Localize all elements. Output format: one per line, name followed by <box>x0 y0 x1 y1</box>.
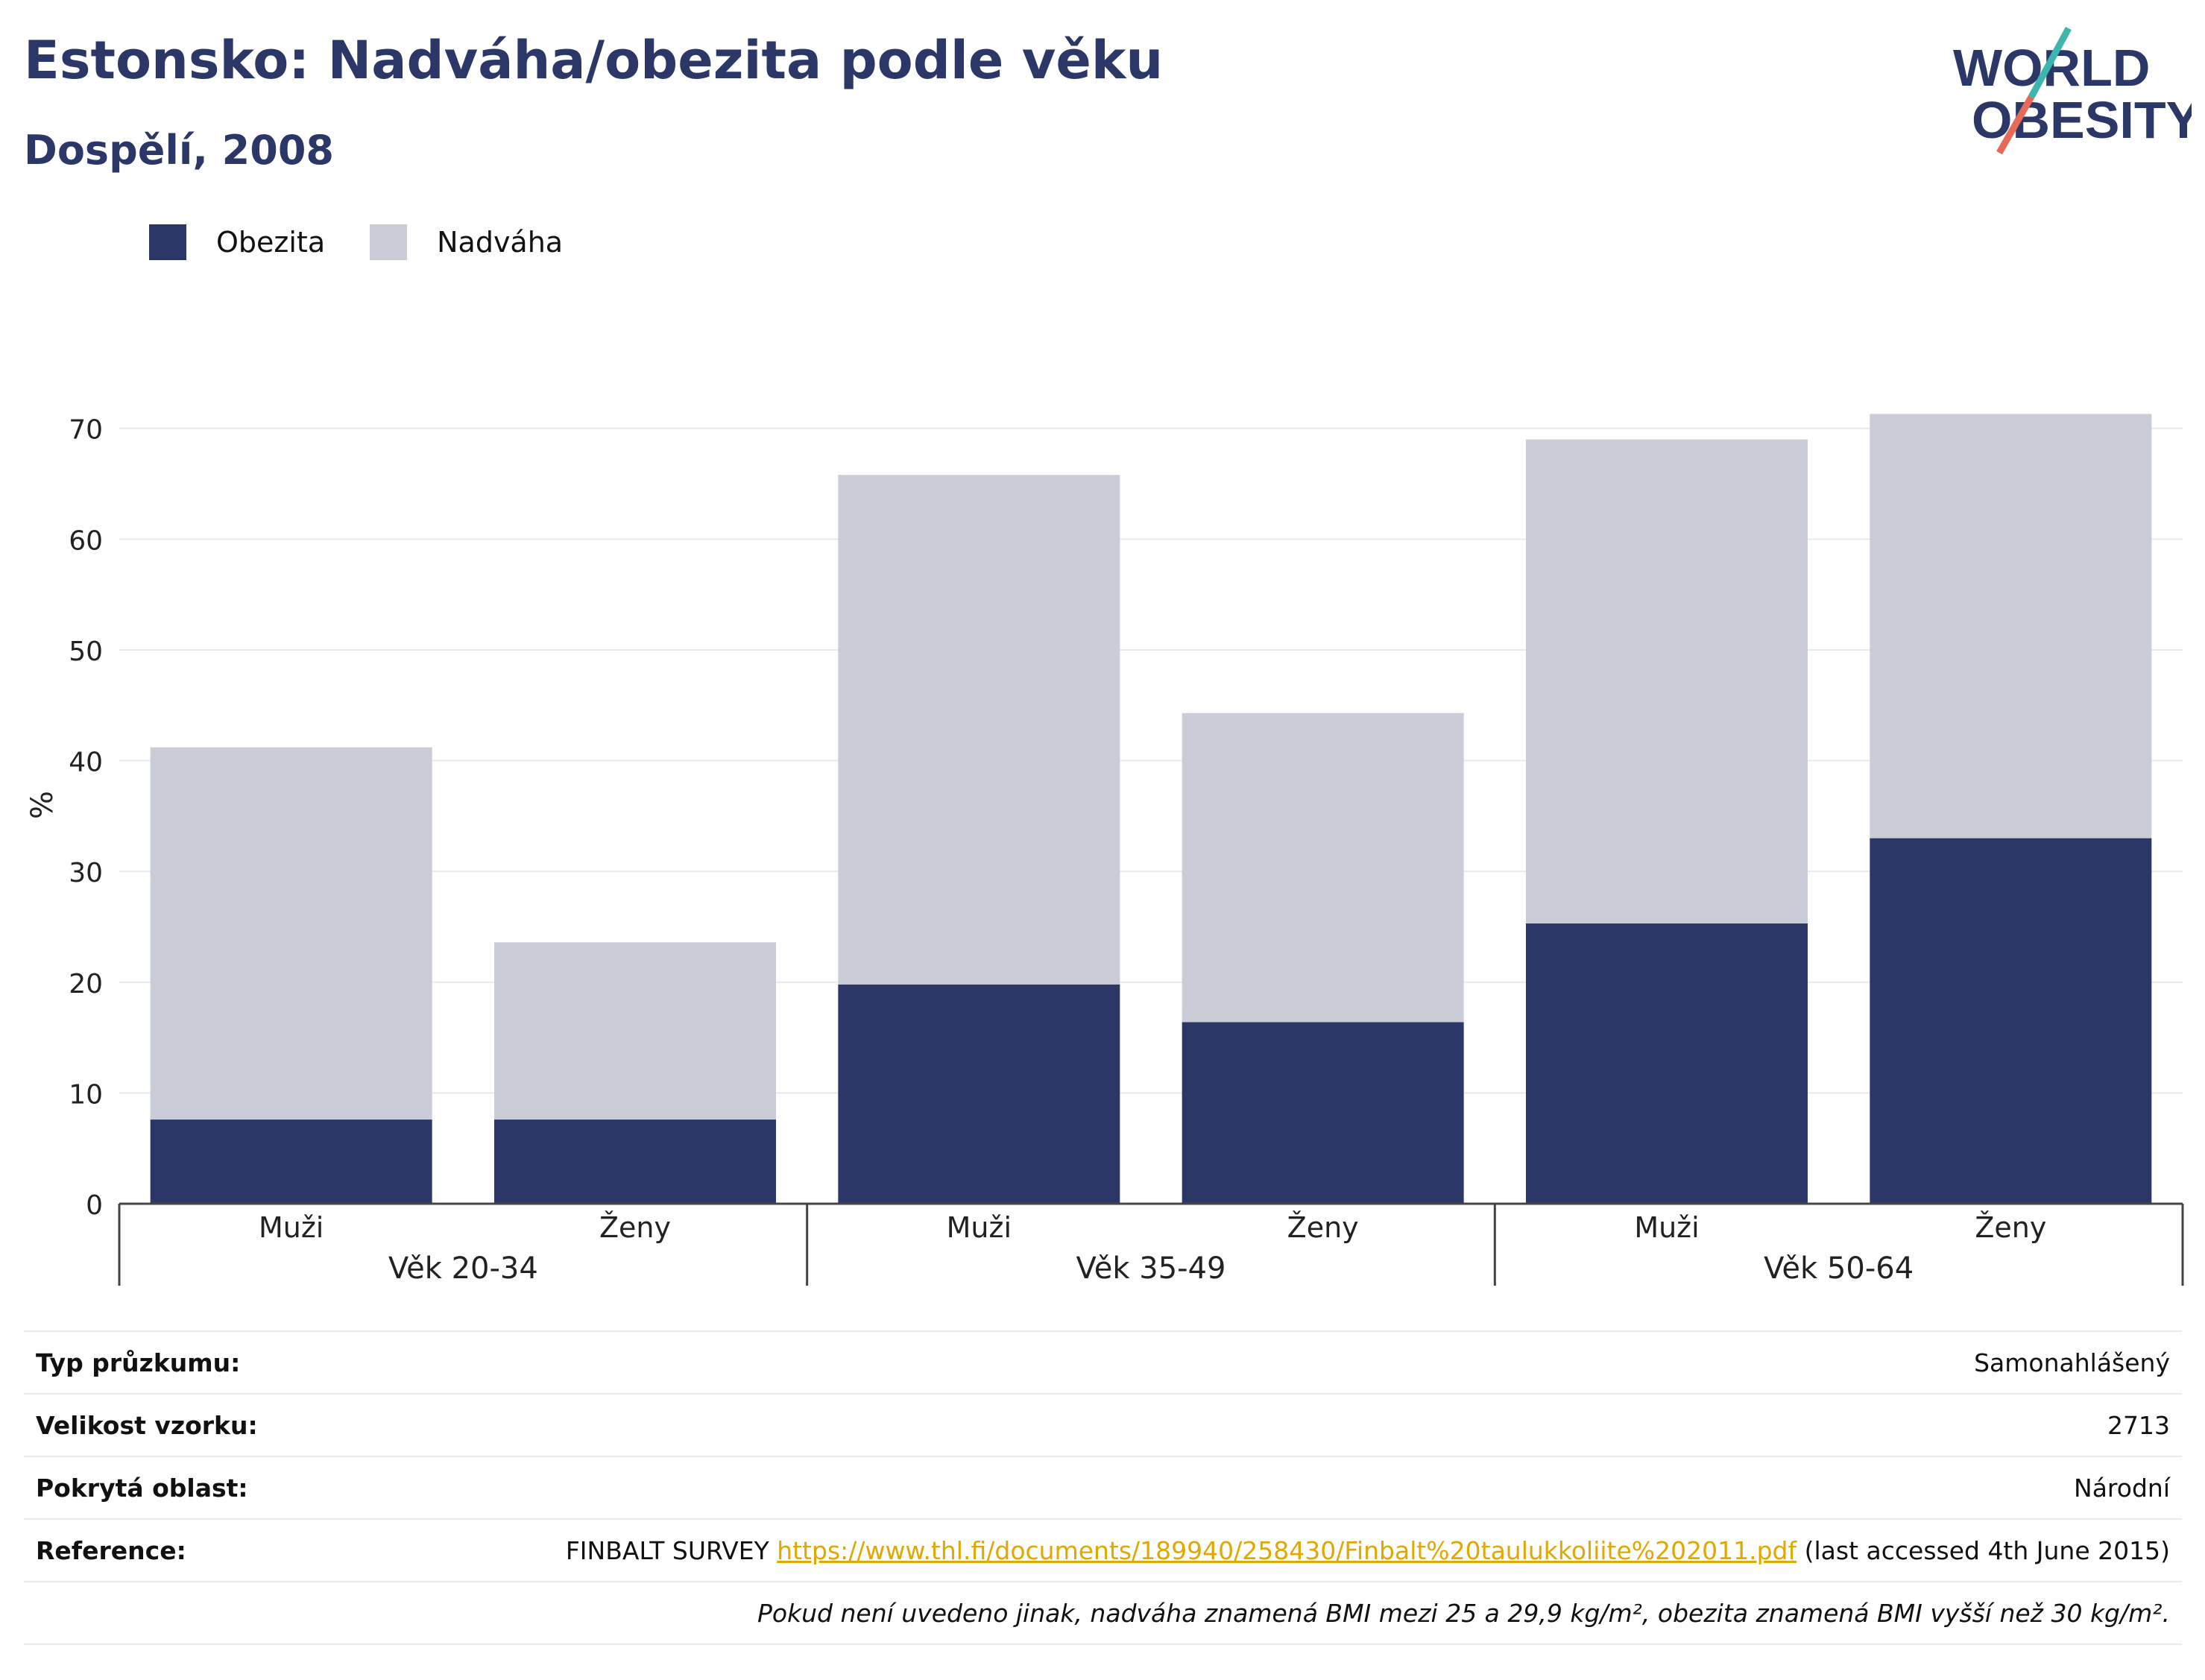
y-tick-label: 20 <box>69 969 103 1000</box>
bar-obesity <box>838 984 1120 1204</box>
legend-label-obesity: Obezita <box>216 226 326 259</box>
x-category-label: Ženy <box>599 1211 671 1244</box>
logo-slash-red <box>1996 95 2034 155</box>
x-category-label: Ženy <box>1287 1211 1359 1244</box>
x-group-label: Věk 50-64 <box>1764 1251 1914 1286</box>
footnote: Pokud není uvedeno jinak, nadváha znamen… <box>24 1581 2182 1645</box>
y-axis-label: % <box>25 791 60 819</box>
page-title: Estonsko: Nadváha/obezita podle věku <box>24 30 1164 91</box>
chart-legend: Obezita Nadváha <box>149 220 593 265</box>
logo-slash-teal <box>2028 26 2072 99</box>
info-row-survey-type: Typ průzkumu: Samonahlášený <box>24 1330 2182 1393</box>
bar-obesity <box>1182 1022 1464 1204</box>
x-category-label: Ženy <box>1975 1211 2046 1244</box>
y-tick-label: 70 <box>69 415 103 446</box>
x-category-label: Muži <box>947 1211 1012 1244</box>
info-label: Velikost vzorku: <box>36 1410 258 1440</box>
legend-item-obesity: Obezita <box>149 224 325 260</box>
legend-label-overweight: Nadváha <box>437 226 564 259</box>
reference-value: FINBALT SURVEY https://www.thl.fi/docume… <box>566 1536 2170 1565</box>
y-tick-label: 0 <box>86 1190 103 1221</box>
x-category-label: Muži <box>259 1211 324 1244</box>
x-group-label: Věk 20-34 <box>388 1251 538 1286</box>
info-row-sample-size: Velikost vzorku: 2713 <box>24 1393 2182 1456</box>
footnote-text: Pokud není uvedeno jinak, nadváha znamen… <box>757 1598 2170 1628</box>
info-table: Typ průzkumu: Samonahlášený Velikost vzo… <box>24 1330 2182 1645</box>
bar-overweight <box>494 942 776 1120</box>
world-obesity-logo: WORLD OBESITY <box>1953 26 2192 155</box>
bar-overweight <box>1870 414 2152 839</box>
bar-obesity <box>1526 923 1808 1204</box>
x-group-label: Věk 35-49 <box>1076 1251 1226 1286</box>
bar-overweight <box>150 747 432 1120</box>
bar-overweight <box>1526 439 1808 924</box>
info-value: 2713 <box>2107 1410 2170 1440</box>
page-subtitle: Dospělí, 2008 <box>24 127 334 174</box>
reference-link[interactable]: https://www.thl.fi/documents/189940/2584… <box>777 1535 1797 1565</box>
logo-line1: WORLD <box>1953 39 2150 97</box>
reference-prefix: FINBALT SURVEY <box>565 1535 777 1565</box>
bar-overweight <box>838 475 1120 985</box>
bar-obesity <box>1870 838 2152 1204</box>
info-value: Samonahlášený <box>1974 1348 2170 1377</box>
y-tick-label: 50 <box>69 637 103 667</box>
y-tick-label: 60 <box>69 525 103 556</box>
y-tick-label: 30 <box>69 858 103 888</box>
info-row-reference: Reference: FINBALT SURVEY https://www.th… <box>24 1518 2182 1581</box>
bar-overweight <box>1182 713 1464 1023</box>
reference-suffix: (last accessed 4th June 2015) <box>1797 1535 2170 1565</box>
info-label: Pokrytá oblast: <box>36 1473 248 1503</box>
y-tick-label: 10 <box>69 1079 103 1110</box>
info-label: Reference: <box>36 1535 186 1565</box>
x-category-label: Muži <box>1634 1211 1699 1244</box>
info-row-coverage: Pokrytá oblast: Národní <box>24 1456 2182 1518</box>
legend-swatch-overweight <box>370 224 408 260</box>
info-value: Národní <box>2074 1473 2170 1503</box>
legend-swatch-obesity <box>149 224 186 260</box>
bar-obesity <box>150 1120 432 1204</box>
y-tick-label: 40 <box>69 748 103 778</box>
bar-obesity <box>494 1120 776 1204</box>
legend-item-overweight: Nadváha <box>370 224 563 260</box>
info-label: Typ průzkumu: <box>36 1348 241 1377</box>
stacked-bar-chart: 0 10 20 30 40 50 60 70% Muži Ženy Muži Ženy Muži Ženy… <box>25 414 2184 1286</box>
